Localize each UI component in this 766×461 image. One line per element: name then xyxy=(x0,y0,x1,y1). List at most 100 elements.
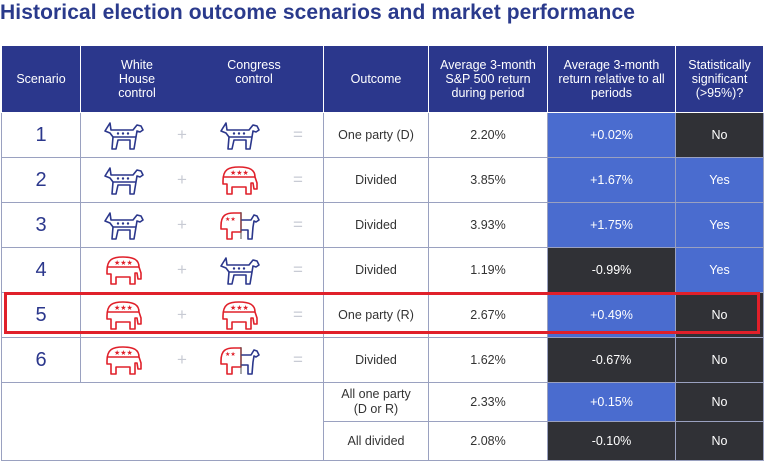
relative-return-cell: +0.02% xyxy=(548,113,676,158)
avg-return-cell: 1.62% xyxy=(429,338,548,383)
elephant-icon: ★★★ xyxy=(101,253,147,287)
equals-sign: = xyxy=(289,215,307,235)
donkey-icon xyxy=(217,253,263,287)
header-control: White House control Congress control xyxy=(81,46,324,113)
significance-cell: No xyxy=(676,113,764,158)
party-control-icons: + ★★ = xyxy=(81,203,323,247)
control-icons-cell: + ★★ = xyxy=(81,203,324,248)
significance-cell: No xyxy=(676,293,764,338)
significance-cell: Yes xyxy=(676,203,764,248)
table-row: 5 ★★★ + ★★★ = One party (R)2.67%+0.49%No xyxy=(2,293,764,338)
significance-cell: Yes xyxy=(676,158,764,203)
summary-significance-cell: No xyxy=(676,383,764,422)
control-icons-cell: ★★★ + ★★★ = xyxy=(81,293,324,338)
outcome-cell: Divided xyxy=(324,203,429,248)
avg-return-cell: 1.19% xyxy=(429,248,548,293)
elephant-icon: ★★★ xyxy=(101,343,147,377)
scenario-number: 5 xyxy=(2,293,81,338)
summary-blank-cell xyxy=(2,383,324,461)
avg-return-cell: 2.20% xyxy=(429,113,548,158)
relative-return-cell: +1.75% xyxy=(548,203,676,248)
scenario-table: Scenario White House control Congress co… xyxy=(1,45,764,461)
party-control-icons: ★★★ + ★★ = xyxy=(81,338,323,382)
summary-significance-cell: No xyxy=(676,422,764,461)
scenario-number: 3 xyxy=(2,203,81,248)
svg-text:★★★: ★★★ xyxy=(114,349,133,357)
avg-return-cell: 3.85% xyxy=(429,158,548,203)
relative-return-cell: -0.99% xyxy=(548,248,676,293)
scenario-number: 1 xyxy=(2,113,81,158)
avg-return-cell: 3.93% xyxy=(429,203,548,248)
summary-avg-return-cell: 2.33% xyxy=(429,383,548,422)
control-icons-cell: += xyxy=(81,113,324,158)
equals-sign: = xyxy=(289,350,307,370)
party-control-icons: ★★★ + = xyxy=(81,248,323,292)
party-control-icons: ★★★ + ★★★ = xyxy=(81,293,323,337)
control-icons-cell: + ★★★ = xyxy=(81,158,324,203)
equals-sign: = xyxy=(289,260,307,280)
equals-sign: = xyxy=(289,125,307,145)
plus-sign: + xyxy=(173,215,191,235)
donkey-icon xyxy=(101,118,147,152)
outcome-cell: Divided xyxy=(324,338,429,383)
svg-text:★★★: ★★★ xyxy=(230,169,249,177)
significance-cell: Yes xyxy=(676,248,764,293)
donkey-icon xyxy=(101,163,147,197)
plus-sign: + xyxy=(173,125,191,145)
summary-relative-cell: -0.10% xyxy=(548,422,676,461)
donkey-icon xyxy=(217,118,263,152)
elephant-icon: ★★★ xyxy=(101,298,147,332)
plus-sign: + xyxy=(173,260,191,280)
svg-text:★★★: ★★★ xyxy=(230,304,249,312)
header-outcome: Outcome xyxy=(324,46,429,113)
party-control-icons: + ★★★ = xyxy=(81,158,323,202)
header-significant: Statistically significant (>95%)? xyxy=(676,46,764,113)
scenario-number: 6 xyxy=(2,338,81,383)
elephant-icon: ★★★ xyxy=(217,298,263,332)
svg-text:★★★: ★★★ xyxy=(114,304,133,312)
equals-sign: = xyxy=(289,305,307,325)
plus-sign: + xyxy=(173,170,191,190)
outcome-cell: One party (R) xyxy=(324,293,429,338)
split-elephant-donkey-icon: ★★ xyxy=(217,343,263,377)
party-control-icons: += xyxy=(81,113,323,157)
relative-return-cell: -0.67% xyxy=(548,338,676,383)
summary-row: All one party (D or R)2.33%+0.15%No xyxy=(2,383,764,422)
control-icons-cell: ★★★ + = xyxy=(81,248,324,293)
header-relative: Average 3-month return relative to all p… xyxy=(548,46,676,113)
scenario-number: 2 xyxy=(2,158,81,203)
significance-cell: No xyxy=(676,338,764,383)
equals-sign: = xyxy=(289,170,307,190)
svg-text:★★: ★★ xyxy=(225,216,236,223)
outcome-cell: Divided xyxy=(324,158,429,203)
plus-sign: + xyxy=(173,350,191,370)
summary-avg-return-cell: 2.08% xyxy=(429,422,548,461)
table-header-row: Scenario White House control Congress co… xyxy=(2,46,764,113)
outcome-cell: Divided xyxy=(324,248,429,293)
summary-relative-cell: +0.15% xyxy=(548,383,676,422)
header-avg-return: Average 3-month S&P 500 return during pe… xyxy=(429,46,548,113)
avg-return-cell: 2.67% xyxy=(429,293,548,338)
summary-outcome-cell: All divided xyxy=(324,422,429,461)
split-elephant-donkey-icon: ★★ xyxy=(217,208,263,242)
elephant-icon: ★★★ xyxy=(217,163,263,197)
header-scenario: Scenario xyxy=(2,46,81,113)
table-row: 1+=One party (D)2.20%+0.02%No xyxy=(2,113,764,158)
control-icons-cell: ★★★ + ★★ = xyxy=(81,338,324,383)
svg-text:★★: ★★ xyxy=(225,351,236,358)
scenario-number: 4 xyxy=(2,248,81,293)
svg-text:★★★: ★★★ xyxy=(114,259,133,267)
relative-return-cell: +0.49% xyxy=(548,293,676,338)
relative-return-cell: +1.67% xyxy=(548,158,676,203)
outcome-cell: One party (D) xyxy=(324,113,429,158)
plus-sign: + xyxy=(173,305,191,325)
donkey-icon xyxy=(101,208,147,242)
summary-outcome-cell: All one party (D or R) xyxy=(324,383,429,422)
page-title: Historical election outcome scenarios an… xyxy=(0,1,635,25)
header-congress: Congress control xyxy=(219,58,289,100)
header-white-house: White House control xyxy=(107,58,167,100)
